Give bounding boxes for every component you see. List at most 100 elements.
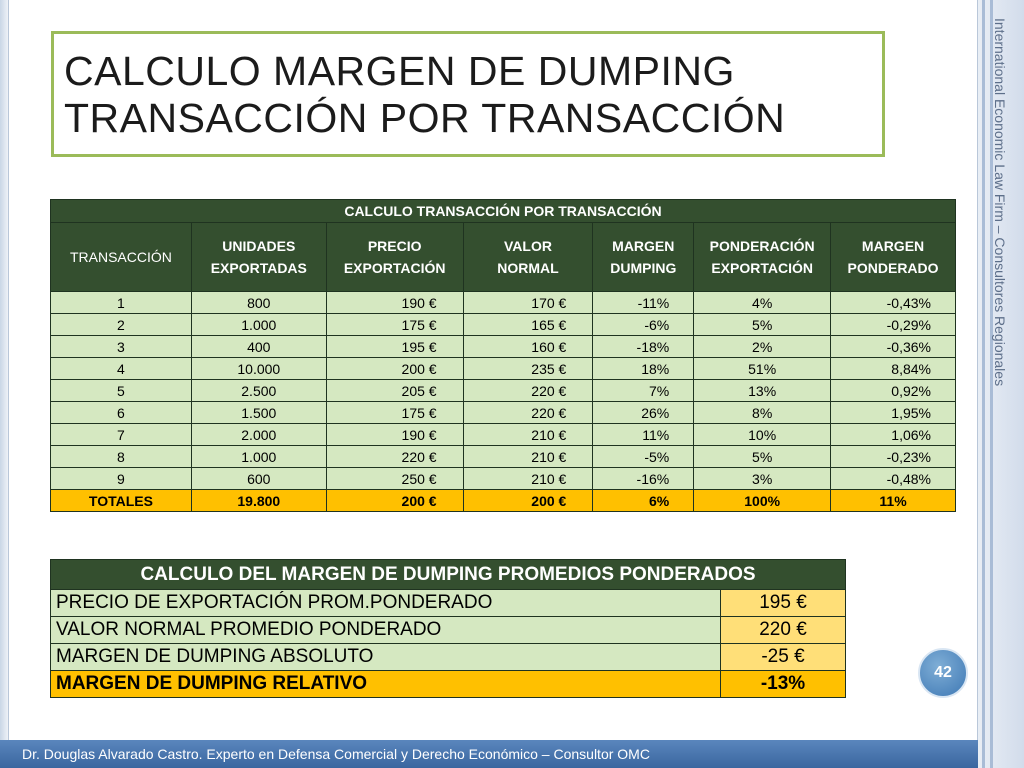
table-cell: 1,95% (830, 401, 956, 424)
summary-value: -13% (720, 670, 846, 698)
column-header-line: MARGEN (612, 238, 675, 254)
table-cell: -0,29% (830, 313, 956, 336)
column-header-line: PRECIO (367, 238, 422, 254)
table-cell: 13% (693, 379, 832, 402)
table-cell: 2 (50, 313, 192, 336)
table-cell: 26% (592, 401, 695, 424)
totals-row: TOTALES 19.800 200 €200 €6% 100% 11% (50, 489, 956, 512)
table-cell: 10% (693, 423, 832, 446)
column-header: MARGEN PONDERADO (830, 222, 956, 292)
table-cell: 250 € (325, 467, 464, 490)
table-cell: 170 € (462, 291, 594, 314)
table-cell: -0,48% (830, 467, 956, 490)
page-number: 42 (934, 664, 952, 681)
side-firm-name: International Economic Law Firm – Consul… (992, 18, 1008, 387)
column-header-line: UNIDADES (222, 238, 296, 254)
table-cell: 220 € (462, 401, 594, 424)
table-cell: 220 € (462, 379, 594, 402)
table-cell: -18% (592, 335, 695, 358)
column-header-line: EXPORTADAS (210, 260, 307, 276)
transaction-table: CALCULO TRANSACCIÓN POR TRANSACCIÓN TRAN… (50, 199, 956, 512)
table-cell: 5 (50, 379, 192, 402)
table-row: 8 1.000 220 €210 € -5% 5% -0,23% (50, 445, 956, 468)
table-cell: 210 € (462, 467, 594, 490)
table-cell: 4% (693, 291, 832, 314)
table-cell: 51% (693, 357, 832, 380)
column-header: TRANSACCIÓN (50, 222, 192, 292)
summary-row: PRECIO DE EXPORTACIÓN PROM.PONDERADO 195 … (50, 589, 846, 617)
title-line-2: TRANSACCIÓN POR TRANSACCIÓN (64, 95, 786, 141)
table-cell: 1 (50, 291, 192, 314)
column-header: VALOR NORMAL (462, 222, 594, 292)
table-row: 6 1.500 175 €220 €26% 8% 1,95% (50, 401, 956, 424)
totals-cell: 100% (693, 489, 832, 512)
column-header-line: EXPORTACIÓN (711, 260, 813, 276)
column-header: MARGEN DUMPING (592, 222, 695, 292)
column-header-line: VALOR (503, 238, 552, 254)
column-header: PONDERACIÓN EXPORTACIÓN (693, 222, 832, 292)
table-cell: -16% (592, 467, 695, 490)
table-cell: -0,43% (830, 291, 956, 314)
table-cell: 8% (693, 401, 832, 424)
weighted-average-caption: CALCULO DEL MARGEN DE DUMPING PROMEDIOS … (50, 559, 846, 590)
table-cell: 18% (592, 357, 695, 380)
table-cell: -0,23% (830, 445, 956, 468)
table-cell: 200 € (325, 357, 464, 380)
table-cell: 1,06% (830, 423, 956, 446)
column-header-line: NORMAL (497, 260, 559, 276)
table-cell: 3% (693, 467, 832, 490)
table-cell: 160 € (462, 335, 594, 358)
table-row: 3 400 195 €160 € -18% 2% -0,36% (50, 335, 956, 358)
table-cell: 165 € (462, 313, 594, 336)
table-row: 2 1.000 175 €165 € -6% 5% -0,29% (50, 313, 956, 336)
transaction-table-caption: CALCULO TRANSACCIÓN POR TRANSACCIÓN (50, 199, 956, 223)
table-row: 5 2.500 205 €220 €7% 13% 0,92% (50, 379, 956, 402)
left-decorative-bar (0, 0, 9, 768)
table-cell: 1.000 (190, 313, 327, 336)
title-line-1: CALCULO MARGEN DE DUMPING (64, 48, 735, 94)
column-header-line: PONDERADO (847, 260, 939, 276)
table-row: 7 2.000 190 €210 €11% 10% 1,06% (50, 423, 956, 446)
summary-label: VALOR NORMAL PROMEDIO PONDERADO (50, 616, 721, 644)
summary-label: PRECIO DE EXPORTACIÓN PROM.PONDERADO (50, 589, 721, 617)
table-cell: 210 € (462, 423, 594, 446)
table-cell: -11% (592, 291, 695, 314)
table-row: 1 800 190 €170 € -11% 4% -0,43% (50, 291, 956, 314)
table-cell: 3 (50, 335, 192, 358)
weighted-average-body: PRECIO DE EXPORTACIÓN PROM.PONDERADO 195 … (50, 589, 846, 698)
table-cell: 205 € (325, 379, 464, 402)
footer-text: Dr. Douglas Alvarado Castro. Experto en … (22, 746, 650, 762)
table-cell: 11% (592, 423, 695, 446)
table-cell: 5% (693, 313, 832, 336)
table-cell: 7% (592, 379, 695, 402)
table-cell: 4 (50, 357, 192, 380)
table-cell: 6 (50, 401, 192, 424)
table-cell: -6% (592, 313, 695, 336)
table-cell: 2% (693, 335, 832, 358)
table-row: 9 600 250 €210 € -16% 3% -0,48% (50, 467, 956, 490)
table-cell: 195 € (325, 335, 464, 358)
slide-title: CALCULO MARGEN DE DUMPING TRANSACCIÓN PO… (51, 31, 885, 157)
table-cell: 235 € (462, 357, 594, 380)
table-cell: 190 € (325, 423, 464, 446)
table-cell: 210 € (462, 445, 594, 468)
transaction-table-body: 1 800 190 €170 € -11% 4% -0,43% 2 1.000 175 €165… (50, 291, 956, 490)
table-cell: 8 (50, 445, 192, 468)
right-bar-stripe (982, 0, 985, 768)
totals-cell: 200 € (462, 489, 594, 512)
table-cell: 1.500 (190, 401, 327, 424)
column-header-line: PONDERACIÓN (709, 238, 815, 254)
table-cell: 2.000 (190, 423, 327, 446)
summary-value: -25 € (720, 643, 846, 671)
column-header-line: TRANSACCIÓN (69, 249, 172, 265)
column-header: UNIDADES EXPORTADAS (190, 222, 327, 292)
weighted-average-table: CALCULO DEL MARGEN DE DUMPING PROMEDIOS … (50, 559, 846, 698)
transaction-table-header: TRANSACCIÓN UNIDADES EXPORTADAS PRECIO EXPOR… (50, 222, 956, 292)
table-cell: -5% (592, 445, 695, 468)
totals-cell: 11% (830, 489, 956, 512)
table-cell: 175 € (325, 401, 464, 424)
table-cell: 8,84% (830, 357, 956, 380)
totals-cell: 19.800 (190, 489, 327, 512)
table-cell: 0,92% (830, 379, 956, 402)
summary-row: MARGEN DE DUMPING RELATIVO -13% (50, 670, 846, 698)
